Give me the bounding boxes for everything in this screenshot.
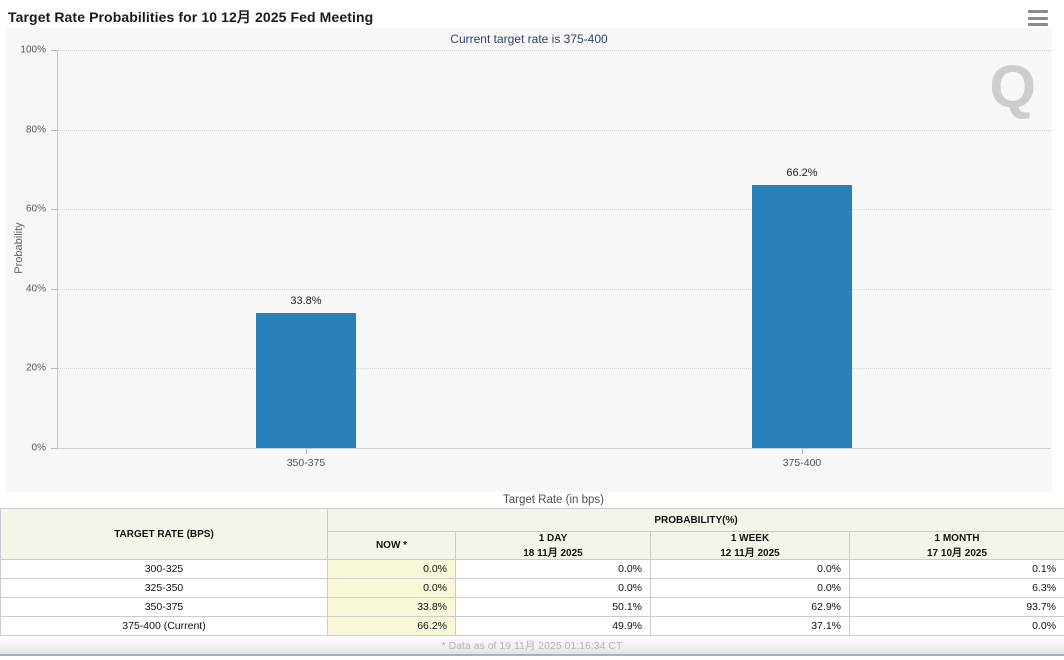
x-axis-title: Target Rate (in bps) [503, 494, 604, 506]
y-tick-label: 60% [25, 203, 46, 215]
probability-cell: 37.1% [650, 616, 850, 636]
target-rate-cell: 375-400 (Current) [0, 616, 328, 636]
probability-cell: 0.0% [455, 578, 651, 598]
gridline [58, 288, 1051, 290]
plot-area: 33.8% 350-375 66.2% 375-400 [51, 50, 1051, 469]
probability-now-cell: 0.0% [327, 578, 456, 598]
y-axis-tick [51, 448, 57, 449]
table-row: 300-325 0.0% 0.0% 0.0% 0.1% [0, 559, 1064, 579]
probability-bar[interactable] [256, 313, 356, 448]
table-column-header: 1 MONTH 17 10月 2025 [848, 531, 1064, 560]
y-axis-tick-labels: 0% 20% 40% 60% 80% 100% [6, 45, 51, 454]
probability-cell: 0.1% [848, 559, 1064, 579]
table-column-header: 1 DAY 18 11月 2025 [455, 531, 651, 560]
y-tick-label: 0% [31, 442, 46, 454]
table-row: 325-350 0.0% 0.0% 0.0% 6.3% [0, 578, 1064, 598]
probability-cell: 62.9% [650, 597, 850, 617]
gridline [58, 209, 1051, 211]
page-title: Target Rate Probabilities for 10 12月 202… [8, 9, 374, 25]
watermark-q-letter: Q [989, 53, 1036, 120]
table-header-probability: PROBABILITY(%) [326, 508, 1064, 532]
gridline [58, 368, 1051, 370]
table-header-target-rate: TARGET RATE (BPS) [0, 508, 328, 560]
probability-now-cell: 0.0% [327, 559, 456, 579]
y-tick-label: 100% [20, 44, 46, 56]
hamburger-line [1028, 10, 1048, 13]
probability-cell: 0.0% [650, 578, 850, 598]
table-column-header: 1 WEEK 12 11月 2025 [650, 531, 850, 560]
x-tick-label: 375-400 [782, 457, 822, 469]
target-rate-cell: 300-325 [0, 559, 328, 579]
probability-cell: 93.7% [848, 597, 1064, 617]
x-tick-label: 350-375 [286, 457, 326, 469]
gridline [58, 129, 1051, 131]
probability-cell: 0.0% [650, 559, 850, 579]
y-axis-tick [51, 368, 57, 370]
y-tick-label: 80% [25, 124, 46, 136]
y-tick-label: 20% [25, 362, 46, 374]
probability-cell: 6.3% [848, 578, 1064, 598]
gridline [58, 50, 1051, 51]
probability-chart: Current target rate is 375-400 Probabili… [6, 28, 1052, 506]
y-axis-tick [51, 129, 57, 131]
probability-bar[interactable] [752, 184, 852, 448]
x-axis-tick [306, 449, 307, 454]
y-tick-label: 40% [25, 283, 46, 295]
probability-cell: 0.0% [455, 559, 651, 579]
probability-now-cell: 33.8% [327, 597, 456, 617]
chart-subtitle: Current target rate is 375-400 [450, 32, 608, 46]
gridline [58, 448, 1051, 449]
y-axis-tick [51, 288, 57, 290]
table-column-header: NOW * [327, 531, 456, 560]
bar-value-label: 66.2% [786, 166, 818, 179]
hamburger-menu-icon[interactable] [1028, 9, 1048, 27]
target-rate-cell: 350-375 [0, 597, 328, 617]
data-asof-note: * Data as of 19 11月 2025 01:16:34 CT [441, 640, 623, 652]
y-axis-tick [51, 50, 57, 51]
hamburger-line [1028, 16, 1048, 20]
probability-cell: 0.0% [848, 616, 1064, 636]
hamburger-line [1028, 23, 1048, 26]
y-axis-tick [51, 209, 57, 211]
probability-cell: 50.1% [455, 597, 651, 617]
target-rate-cell: 325-350 [0, 578, 328, 598]
table-row: 350-375 33.8% 50.1% 62.9% 93.7% [0, 597, 1064, 617]
probability-table: TARGET RATE (BPS) PROBABILITY(%) NOW * 1 … [0, 508, 1064, 636]
probability-now-cell: 66.2% [327, 616, 456, 636]
footer-bar: * Data as of 19 11月 2025 01:16:34 CT [0, 636, 1064, 656]
quikstrike-watermark-icon: Q [962, 54, 1038, 126]
x-axis-tick [802, 449, 803, 454]
table-row: 375-400 (Current) 66.2% 49.9% 37.1% 0.0% [0, 616, 1064, 636]
bar-value-label: 33.8% [290, 295, 322, 308]
probability-cell: 49.9% [455, 616, 651, 636]
